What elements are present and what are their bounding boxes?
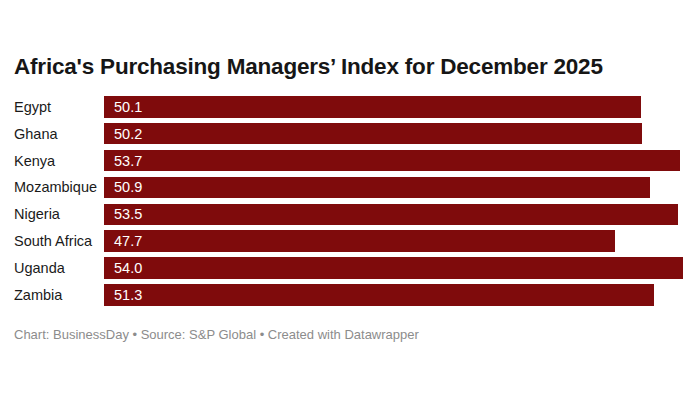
bar-row: Kenya 53.7: [14, 150, 683, 172]
bar: 54.0: [104, 257, 683, 279]
bar-row: Egypt 50.1: [14, 96, 683, 118]
bar: 50.2: [104, 123, 642, 145]
bar-track: 50.9: [104, 177, 683, 199]
category-label: Kenya: [14, 153, 104, 169]
category-label: Nigeria: [14, 206, 104, 222]
bar-value-label: 50.2: [104, 126, 142, 142]
category-label: South Africa: [14, 233, 104, 249]
category-label: Egypt: [14, 99, 104, 115]
category-label: Uganda: [14, 260, 104, 276]
category-label: Mozambique: [14, 179, 104, 195]
bar-row: Zambia 51.3: [14, 284, 683, 306]
bar: 51.3: [104, 284, 654, 306]
bar-row: Nigeria 53.5: [14, 204, 683, 226]
bar-track: 53.5: [104, 204, 683, 226]
bar: 50.9: [104, 177, 650, 199]
bar-value-label: 47.7: [104, 233, 142, 249]
bar-value-label: 53.5: [104, 206, 142, 222]
bar-value-label: 51.3: [104, 287, 142, 303]
bar-row: Ghana 50.2: [14, 123, 683, 145]
bar-rows: Egypt 50.1 Ghana 50.2 Kenya 53.7: [14, 96, 683, 311]
bar: 53.7: [104, 150, 680, 172]
bar-value-label: 50.9: [104, 179, 142, 195]
bar-value-label: 53.7: [104, 153, 142, 169]
bar-track: 47.7: [104, 230, 683, 252]
bar-track: 50.1: [104, 96, 683, 118]
bar-track: 53.7: [104, 150, 683, 172]
bar-row: Mozambique 50.9: [14, 177, 683, 199]
chart-title: Africa's Purchasing Managers’ Index for …: [14, 54, 686, 80]
bar-row: South Africa 47.7: [14, 230, 683, 252]
bar-track: 54.0: [104, 257, 683, 279]
bar-track: 50.2: [104, 123, 683, 145]
bar-value-label: 50.1: [104, 99, 142, 115]
category-label: Zambia: [14, 287, 104, 303]
bar: 47.7: [104, 230, 615, 252]
bar: 50.1: [104, 96, 641, 118]
bar: 53.5: [104, 204, 678, 226]
category-label: Ghana: [14, 126, 104, 142]
chart-container: Africa's Purchasing Managers’ Index for …: [0, 0, 700, 400]
bar-value-label: 54.0: [104, 260, 142, 276]
bar-row: Uganda 54.0: [14, 257, 683, 279]
chart-footer: Chart: BusinessDay • Source: S&P Global …: [14, 327, 419, 342]
bar-track: 51.3: [104, 284, 683, 306]
